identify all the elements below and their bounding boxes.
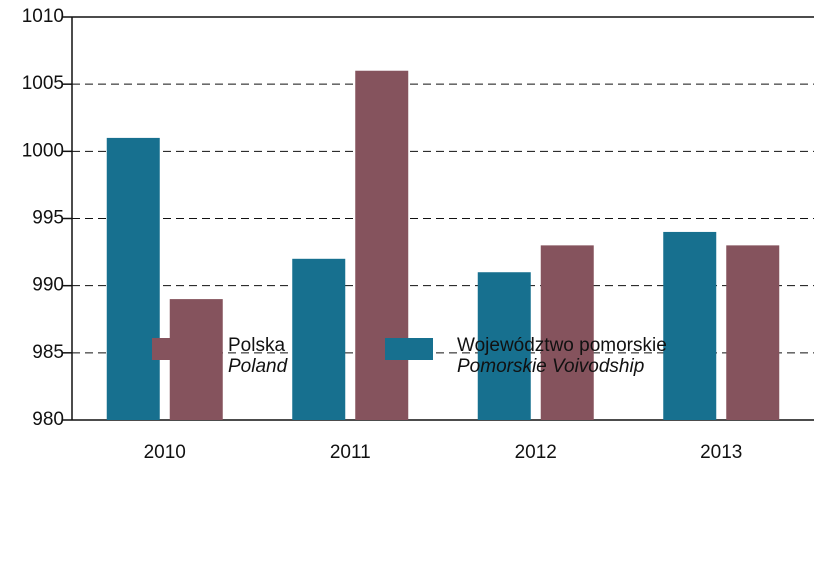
y-tick-label: 990 — [32, 275, 64, 296]
legend-swatch — [385, 338, 433, 360]
y-tick-label: 1000 — [22, 140, 64, 161]
y-tick-label: 1010 — [22, 6, 64, 27]
y-tick-label: 980 — [32, 409, 64, 430]
y-tick-label: 995 — [32, 208, 64, 229]
bar — [726, 245, 780, 420]
legend-label-en: Pomorskie Voivodship — [457, 356, 644, 377]
x-tick-label: 2012 — [515, 442, 557, 463]
bar — [540, 245, 594, 420]
bar — [292, 258, 346, 420]
legend-label-en: Poland — [228, 356, 289, 377]
y-tick-label: 985 — [32, 342, 64, 363]
bar — [663, 231, 717, 420]
legend-swatch — [152, 338, 204, 360]
bar — [477, 272, 531, 420]
x-tick-label: 2013 — [700, 442, 742, 463]
x-tick-label: 2010 — [144, 442, 186, 463]
bar — [106, 137, 160, 420]
legend-label: Polska — [228, 335, 285, 356]
bar — [355, 70, 409, 420]
x-tick-label: 2011 — [330, 442, 371, 463]
legend-label: Województwo pomorskie — [457, 335, 667, 356]
y-tick-label: 1005 — [22, 73, 64, 94]
